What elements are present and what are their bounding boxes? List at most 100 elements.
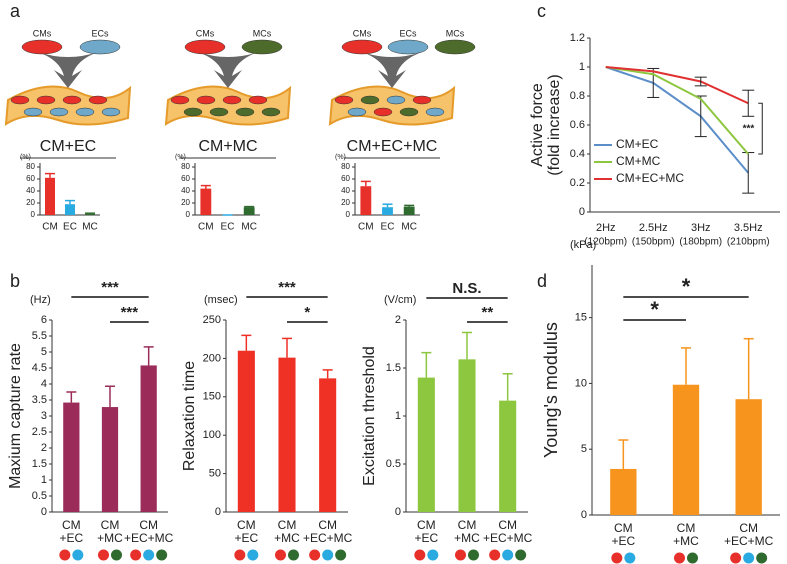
panel-label: b: [10, 271, 20, 291]
y-tick-label: 0: [215, 506, 221, 518]
y-tick-label: 15: [575, 312, 587, 324]
y-tick-label: 0: [186, 210, 191, 219]
y-tick-label: 1: [395, 410, 401, 422]
cell-type-dot: [502, 549, 514, 561]
x-tick-label: EC: [381, 222, 395, 233]
unit-label: (kPa): [570, 239, 596, 251]
y-tick-label: 2: [41, 442, 47, 454]
cell-type-dot: [247, 549, 259, 561]
cell-type-dot: [611, 552, 623, 564]
x-tick-label: CM: [198, 222, 214, 233]
tissue-cell: [248, 95, 268, 105]
tissue-cell: [75, 107, 95, 117]
x-tick-label: EC: [221, 222, 235, 233]
x-tick-label: +EC: [414, 531, 438, 545]
tissue: [328, 85, 456, 126]
bar: [499, 400, 517, 512]
cell-type-dot: [143, 549, 155, 561]
tissue-cell: [222, 95, 242, 105]
y-tick-label: 1.5: [32, 458, 47, 470]
chart-title: CM+EC: [40, 138, 96, 155]
cell: [79, 39, 121, 55]
y-axis-label: Excitation threshold: [361, 346, 378, 486]
panel-label: c: [537, 1, 546, 21]
y-tick-label: 0: [41, 506, 47, 518]
y-tick-label: 0: [579, 206, 585, 218]
cell-type-dot: [322, 549, 334, 561]
y-tick-label: 20: [341, 198, 350, 207]
x-tick-label: +MC: [274, 531, 300, 545]
significance-label: ***: [121, 304, 139, 321]
x-tick-label: 2.5Hz: [639, 222, 668, 234]
cell: [21, 39, 63, 55]
y-tick-label: 0.2: [570, 177, 585, 189]
tissue-cell: [425, 107, 445, 117]
bar: [45, 177, 55, 215]
tissue-cell: [101, 107, 121, 117]
y-tick-label: 80: [341, 162, 350, 171]
y-tick-label: 0: [346, 210, 351, 219]
x-tick-label: +EC+MC: [724, 534, 774, 548]
bar: [243, 207, 255, 215]
legend-label: CM+EC+MC: [616, 171, 684, 185]
cell-type-dot: [72, 549, 84, 561]
x-tick-label: CM: [237, 518, 256, 532]
y-tick-label: 5.5: [32, 330, 47, 342]
y-tick-label: 0.8: [570, 90, 585, 102]
y-axis-label: Relaxation time: [181, 361, 198, 471]
x-tick-label: EC: [63, 222, 77, 233]
tissue-cell: [347, 107, 367, 117]
chart-title: CM+EC+MC: [347, 138, 438, 155]
cell-type-dot: [687, 552, 698, 564]
bar: [101, 407, 119, 512]
bar: [200, 188, 212, 215]
cell-label: ECs: [91, 28, 109, 38]
cell-type-dot: [98, 549, 109, 561]
arrow: [198, 52, 258, 88]
y-tick-label: 60: [181, 174, 190, 183]
x-tick-label: CM: [677, 521, 696, 535]
tissue: [164, 85, 292, 126]
cell-type-dot: [756, 552, 768, 564]
tissue-cell: [209, 107, 229, 117]
bar: [278, 357, 296, 512]
y-tick-label: 2: [395, 314, 401, 326]
tissue-cell: [10, 95, 30, 105]
y-tick-label: 10: [575, 377, 587, 389]
x-tick-label: +EC: [59, 531, 83, 545]
tissue-cell: [62, 95, 82, 105]
y-tick-label: 6: [41, 314, 47, 326]
x-tick-label: +MC: [97, 531, 123, 545]
x-tick-label: CM: [498, 518, 517, 532]
y-tick-label: 1: [41, 474, 47, 486]
cell-type-dot: [468, 549, 479, 561]
y-tick-label: 80: [181, 162, 190, 171]
panel-label: d: [537, 271, 547, 291]
tissue: [4, 85, 132, 126]
unit-label: (V/cm): [384, 294, 416, 306]
significance-label: **: [481, 304, 493, 321]
series-line: [605, 66, 749, 105]
y-tick-label: 20: [181, 198, 190, 207]
x-tick-label: CM: [417, 518, 436, 532]
significance-label: *: [682, 274, 691, 299]
series-line: [605, 66, 750, 174]
cell: [341, 39, 383, 55]
y-tick-label: 4: [41, 378, 47, 390]
x-tick-label: MC: [401, 222, 417, 233]
tissue-cell: [386, 95, 406, 105]
x-tick-sublabel: (210bpm): [727, 237, 770, 248]
significance-label: ***: [743, 123, 755, 134]
tissue-cell: [235, 107, 255, 117]
significance-label: N.S.: [452, 280, 481, 297]
legend-label: CM+MC: [616, 154, 661, 168]
y-tick-label: 0.5: [32, 490, 47, 502]
cell-type-dot: [59, 549, 71, 561]
cell-type-dot: [489, 549, 501, 561]
arrow: [362, 52, 422, 88]
y-tick-label: 250: [203, 314, 221, 326]
cell-type-dot: [414, 549, 426, 561]
y-tick-label: 5: [41, 346, 47, 358]
cell-type-dot: [515, 549, 527, 561]
